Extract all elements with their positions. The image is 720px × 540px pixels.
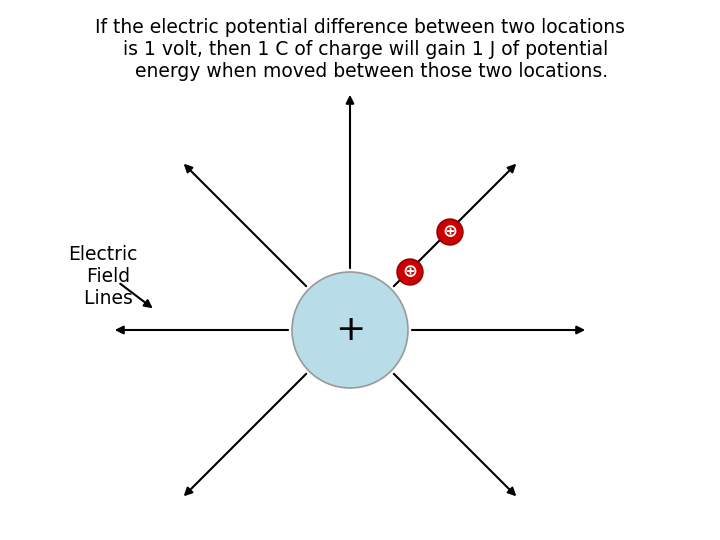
Text: +: + bbox=[335, 313, 365, 347]
Text: Electric
  Field
  Lines: Electric Field Lines bbox=[68, 245, 138, 308]
Text: ⊕: ⊕ bbox=[402, 263, 418, 281]
Circle shape bbox=[397, 259, 423, 285]
Circle shape bbox=[437, 219, 463, 245]
Circle shape bbox=[292, 272, 408, 388]
Text: ⊕: ⊕ bbox=[442, 223, 458, 241]
Text: If the electric potential difference between two locations
  is 1 volt, then 1 C: If the electric potential difference bet… bbox=[95, 18, 625, 81]
